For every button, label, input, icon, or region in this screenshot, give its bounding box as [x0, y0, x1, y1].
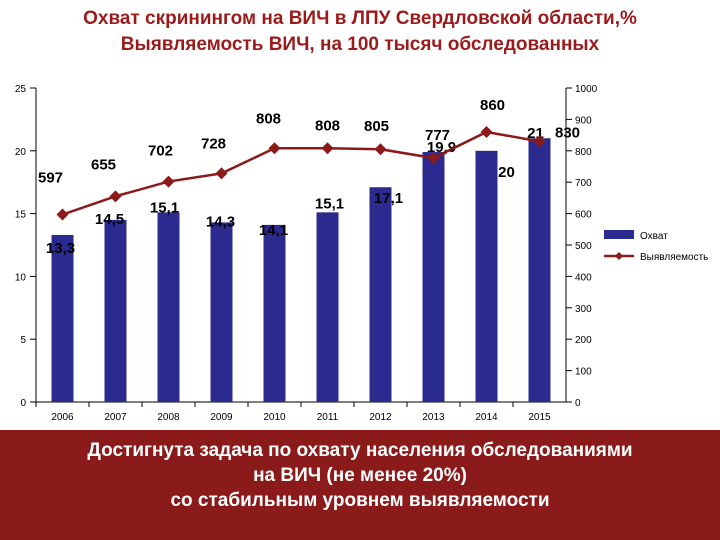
right-tick-label: 1000 [575, 84, 598, 95]
line-point-marker [162, 175, 175, 188]
bar [210, 222, 233, 402]
x-tick-label: 2006 [51, 412, 74, 423]
line-point-marker [374, 143, 387, 156]
line-data-label: 808 [256, 110, 281, 127]
bar [422, 152, 445, 402]
line-data-label: 655 [91, 156, 116, 173]
line-series [62, 130, 540, 216]
bar-data-label: 14,3 [206, 213, 235, 230]
bar [51, 234, 74, 402]
line-data-label: 808 [315, 117, 340, 134]
bar-data-label: 20 [498, 164, 515, 181]
legend-line-marker [615, 252, 623, 260]
x-tick-label: 2015 [528, 412, 551, 423]
x-tick-label: 2009 [210, 412, 233, 423]
left-tick-label: 0 [20, 398, 26, 409]
line-point-marker [427, 152, 440, 165]
right-tick-label: 900 [575, 115, 592, 126]
legend-bar-swatch [604, 230, 634, 239]
legend-label-coverage: Охват [640, 231, 668, 242]
banner-line-2: на ВИЧ (не менее 20%) [253, 465, 467, 486]
line-point-marker [109, 190, 122, 203]
x-tick-label: 2010 [263, 412, 286, 423]
line-point-marker [533, 135, 546, 148]
bar [475, 150, 498, 402]
right-tick-label: 0 [575, 398, 581, 409]
left-tick-label: 25 [15, 84, 27, 95]
line-data-label: 860 [480, 97, 505, 114]
bar-data-label: 17,1 [374, 190, 403, 207]
right-tick-label: 700 [575, 178, 592, 189]
bar [157, 212, 180, 402]
line-point-marker [56, 208, 69, 221]
right-tick-label: 500 [575, 241, 592, 252]
line-data-label: 728 [201, 135, 226, 152]
line-data-label: 830 [555, 124, 580, 141]
right-tick-label: 200 [575, 335, 592, 346]
line-data-label: 805 [364, 118, 389, 135]
line-point-marker [321, 142, 334, 155]
bar [263, 224, 286, 402]
chart-subtitle: Выявляемость ВИЧ, на 100 тысяч обследова… [120, 34, 600, 55]
left-tick-label: 10 [15, 272, 27, 283]
chart-title: Охват скринингом на ВИЧ в ЛПУ Свердловск… [83, 8, 637, 29]
bar [528, 138, 551, 402]
bar-data-label: 14,5 [95, 211, 124, 228]
conclusion-banner: Достигнута задача по охвату населения об… [0, 430, 720, 540]
bar-data-label: 15,1 [150, 199, 179, 216]
right-tick-label: 100 [575, 367, 592, 378]
bar [104, 219, 127, 402]
banner-line-1: Достигнута задача по охвату населения об… [87, 440, 633, 461]
left-tick-label: 5 [20, 335, 26, 346]
line-data-label: 702 [148, 143, 173, 160]
line-point-marker [215, 167, 228, 180]
left-tick-label: 20 [15, 147, 27, 158]
x-tick-label: 2008 [157, 412, 180, 423]
right-tick-label: 800 [575, 147, 592, 158]
right-tick-label: 400 [575, 272, 592, 283]
line-data-label: 777 [425, 127, 450, 144]
legend-label-detection: Выявляемость [640, 252, 708, 263]
right-tick-label: 300 [575, 304, 592, 315]
right-tick-label: 600 [575, 210, 592, 221]
x-tick-label: 2007 [104, 412, 127, 423]
x-tick-label: 2011 [317, 412, 339, 423]
x-tick-label: 2012 [369, 412, 392, 423]
bar-data-label: 15,1 [315, 195, 344, 212]
bar [316, 212, 339, 402]
x-tick-label: 2014 [475, 412, 498, 423]
line-point-marker [268, 142, 281, 155]
banner-line-3: со стабильным уровнем выявляемости [170, 490, 550, 511]
line-point-marker [480, 125, 493, 138]
x-tick-label: 2013 [422, 412, 445, 423]
line-data-label: 597 [38, 170, 63, 187]
bar-data-label: 13,3 [46, 240, 75, 257]
bar-data-label: 14,1 [259, 222, 288, 239]
left-tick-label: 15 [15, 210, 27, 221]
bar [369, 187, 392, 402]
combo-chart: 0 5 10 15 20 25 0 100 200 300 400 500 600 700 800 900 10… [15, 84, 709, 423]
